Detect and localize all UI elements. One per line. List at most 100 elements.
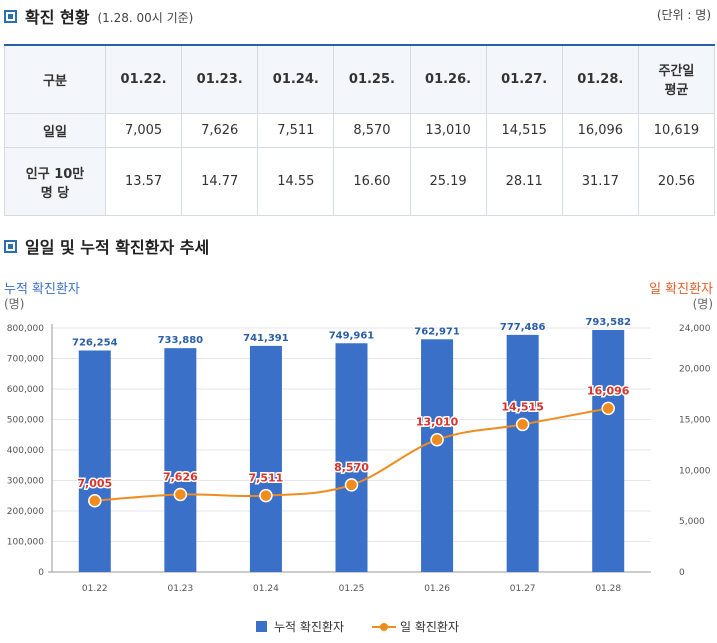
right-axis-tick-label: 24,000	[679, 324, 711, 334]
right-axis-tick-label: 15,000	[679, 416, 711, 426]
row-label: 인구 10만 명 당	[4, 147, 106, 216]
table-col-header: 01.24.	[257, 43, 335, 114]
bar	[164, 348, 197, 572]
left-axis-unit: (명)	[4, 297, 25, 311]
line-data-label: 7,005	[77, 477, 112, 490]
right-axis-tick-label: 10,000	[679, 466, 711, 476]
bar	[421, 339, 454, 572]
bullet-square-icon	[4, 239, 17, 253]
bar-data-label: 762,971	[414, 326, 460, 337]
line-point	[88, 494, 102, 508]
table-cell: 31.17	[561, 147, 639, 216]
table-col-header: 01.26.	[409, 43, 487, 114]
table-cell: 16.60	[333, 147, 411, 216]
table-cell: 7,511	[257, 112, 335, 149]
legend-bar-swatch	[256, 621, 267, 632]
row-label-line1: 인구 10만	[25, 166, 85, 182]
right-axis-tick-label: 5,000	[679, 517, 705, 527]
row-label: 일일	[4, 112, 106, 149]
section-header-trend: 일일 및 누적 확진환자 추세	[4, 234, 209, 258]
left-axis-tick-label: 400,000	[7, 446, 44, 456]
section-subtitle: (1.28. 00시 기준)	[97, 10, 194, 25]
table-cell-average: 20.56	[637, 147, 716, 216]
row-label-line1: 일일	[43, 125, 67, 141]
table-cell: 14,515	[485, 112, 563, 149]
table-row: 인구 10만 명 당 13.57 14.77 14.55 16.60 25.19…	[4, 147, 716, 216]
table-cell: 8,570	[333, 112, 411, 149]
bar-data-label: 733,880	[158, 335, 204, 346]
table-cell: 28.11	[485, 147, 563, 216]
left-axis-title: 누적 확진환자	[4, 282, 80, 297]
section-title: 확진 현황	[25, 8, 90, 27]
x-axis-tick-label: 01.25	[339, 584, 365, 594]
bullet-square-icon	[4, 9, 17, 23]
left-axis-tick-label: 700,000	[7, 355, 44, 365]
left-axis-tick-label: 300,000	[7, 477, 44, 487]
right-axis-unit: (명)	[692, 297, 713, 311]
line-data-label: 16,096	[587, 384, 630, 397]
table-col-header: 01.27.	[485, 43, 563, 114]
x-axis-tick-label: 01.26	[424, 584, 450, 594]
x-axis-tick-label: 01.28	[595, 584, 621, 594]
bar	[592, 329, 625, 572]
bar-data-label: 749,961	[329, 330, 375, 341]
trend-chart: 0 100,000 200,000 300,000 400,000 500,000 600,…	[7, 317, 711, 634]
bar-data-label: 777,486	[500, 322, 546, 333]
line-point	[601, 401, 615, 416]
section-header-status: 확진 현황 (1.28. 00시 기준)	[4, 4, 193, 28]
table-cell: 13,010	[409, 112, 487, 149]
table-cell: 7,626	[181, 112, 259, 149]
bar-data-label: 726,254	[72, 337, 118, 348]
left-axis-tick-label: 600,000	[7, 385, 44, 395]
left-axis-tick-label: 200,000	[7, 507, 44, 517]
line-data-label: 7,626	[163, 470, 198, 483]
x-axis-tick-label: 01.22	[82, 584, 108, 594]
line-data-label: 8,570	[334, 461, 369, 474]
line-point	[430, 432, 444, 447]
table-row: 일일 7,005 7,626 7,511 8,570 13,010 14,515…	[4, 112, 716, 149]
section-title: 일일 및 누적 확진환자 추세	[25, 238, 210, 257]
x-axis-tick-label: 01.23	[167, 584, 193, 594]
bar	[335, 343, 368, 572]
line-data-label: 7,511	[249, 472, 284, 485]
line-point	[259, 488, 273, 503]
legend-line-label: 일 확진환자	[400, 620, 459, 634]
table-col-header-average: 주간일 평균	[637, 43, 716, 114]
table-header-row: 구분 01.22. 01.23. 01.24. 01.25. 01.26. 01…	[4, 43, 716, 114]
table-cell: 13.57	[104, 147, 183, 216]
right-axis-tick-label: 0	[679, 568, 685, 578]
table-cell-average: 10,619	[637, 112, 716, 149]
avg-header-line1: 주간일	[658, 64, 695, 80]
x-axis-tick-label: 01.27	[510, 584, 536, 594]
status-table: 구분 01.22. 01.23. 01.24. 01.25. 01.26. 01…	[4, 43, 716, 216]
right-axis-title: 일 확진환자	[649, 282, 713, 297]
line-data-label: 13,010	[416, 416, 459, 429]
unit-label: (단위 : 명)	[656, 8, 711, 22]
table-col-header: 01.22.	[104, 43, 183, 114]
avg-header-line2: 평균	[664, 83, 689, 99]
left-axis-tick-label: 500,000	[7, 416, 44, 426]
table-cell: 16,096	[561, 112, 639, 149]
table-cell: 7,005	[104, 112, 183, 149]
bar	[249, 345, 282, 572]
bar	[78, 350, 111, 572]
row-label-line2: 명 당	[40, 185, 70, 201]
line-point	[344, 478, 359, 492]
table-col-header: 01.28.	[561, 43, 639, 114]
left-axis-tick-label: 0	[38, 568, 44, 578]
legend-bar-label: 누적 확진환자	[274, 620, 344, 634]
table-col-header: 01.25.	[333, 43, 411, 114]
table-cell: 14.55	[257, 147, 335, 216]
bar-data-label: 741,391	[243, 333, 289, 344]
right-axis-tick-label: 20,000	[679, 365, 711, 375]
left-axis-tick-label: 100,000	[7, 538, 44, 548]
table-header-label: 구분	[4, 43, 106, 114]
table-cell: 14.77	[181, 147, 259, 216]
line-point	[515, 417, 530, 432]
table-cell: 25.19	[409, 147, 487, 216]
x-axis-tick-label: 01.24	[253, 584, 279, 594]
left-axis-tick-label: 800,000	[7, 324, 44, 334]
line-point	[173, 487, 188, 502]
line-data-label: 14,515	[501, 400, 543, 413]
table-col-header: 01.23.	[181, 43, 259, 114]
